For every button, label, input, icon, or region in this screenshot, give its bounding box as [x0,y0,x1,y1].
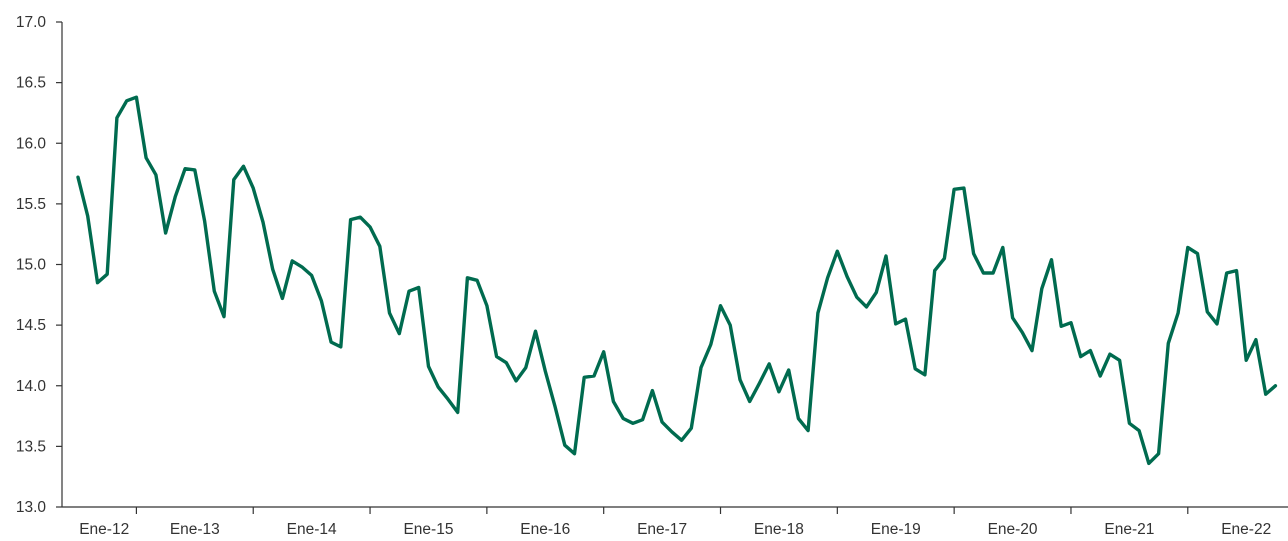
x-tick-label: Ene-12 [79,521,129,538]
y-tick-label: 16.0 [16,135,47,152]
y-tick-label: 14.5 [16,317,46,334]
series-layer [76,95,1278,466]
y-tick-label: 14.0 [16,378,47,395]
x-axis-ticks: Ene-12 Ene-13 Ene-14 Ene-15 Ene-16 Ene-17 Ene-… [79,507,1271,538]
x-tick-label: Ene-20 [988,521,1038,538]
x-tick-label: Ene-14 [287,521,337,538]
x-tick-label: Ene-13 [170,521,220,538]
y-tick-label: 15.5 [16,196,46,213]
y-tick-label: 13.5 [16,438,46,455]
x-tick-label: Ene-15 [403,521,453,538]
y-axis-ticks: 13.0 13.5 14.0 14.5 15.0 15.5 16.0 16.5 17.0 [16,14,62,516]
x-tick-label: Ene-22 [1221,521,1271,538]
x-tick-label: Ene-16 [520,521,570,538]
series-line-0 [76,95,1278,466]
x-tick-label: Ene-21 [1104,521,1154,538]
y-tick-label: 17.0 [16,14,47,31]
y-tick-label: 16.5 [16,75,46,92]
y-tick-label: 13.0 [16,499,47,516]
x-tick-label: Ene-18 [754,521,804,538]
x-tick-label: Ene-17 [637,521,687,538]
x-tick-label: Ene-19 [871,521,921,538]
y-tick-label: 15.0 [16,257,47,274]
